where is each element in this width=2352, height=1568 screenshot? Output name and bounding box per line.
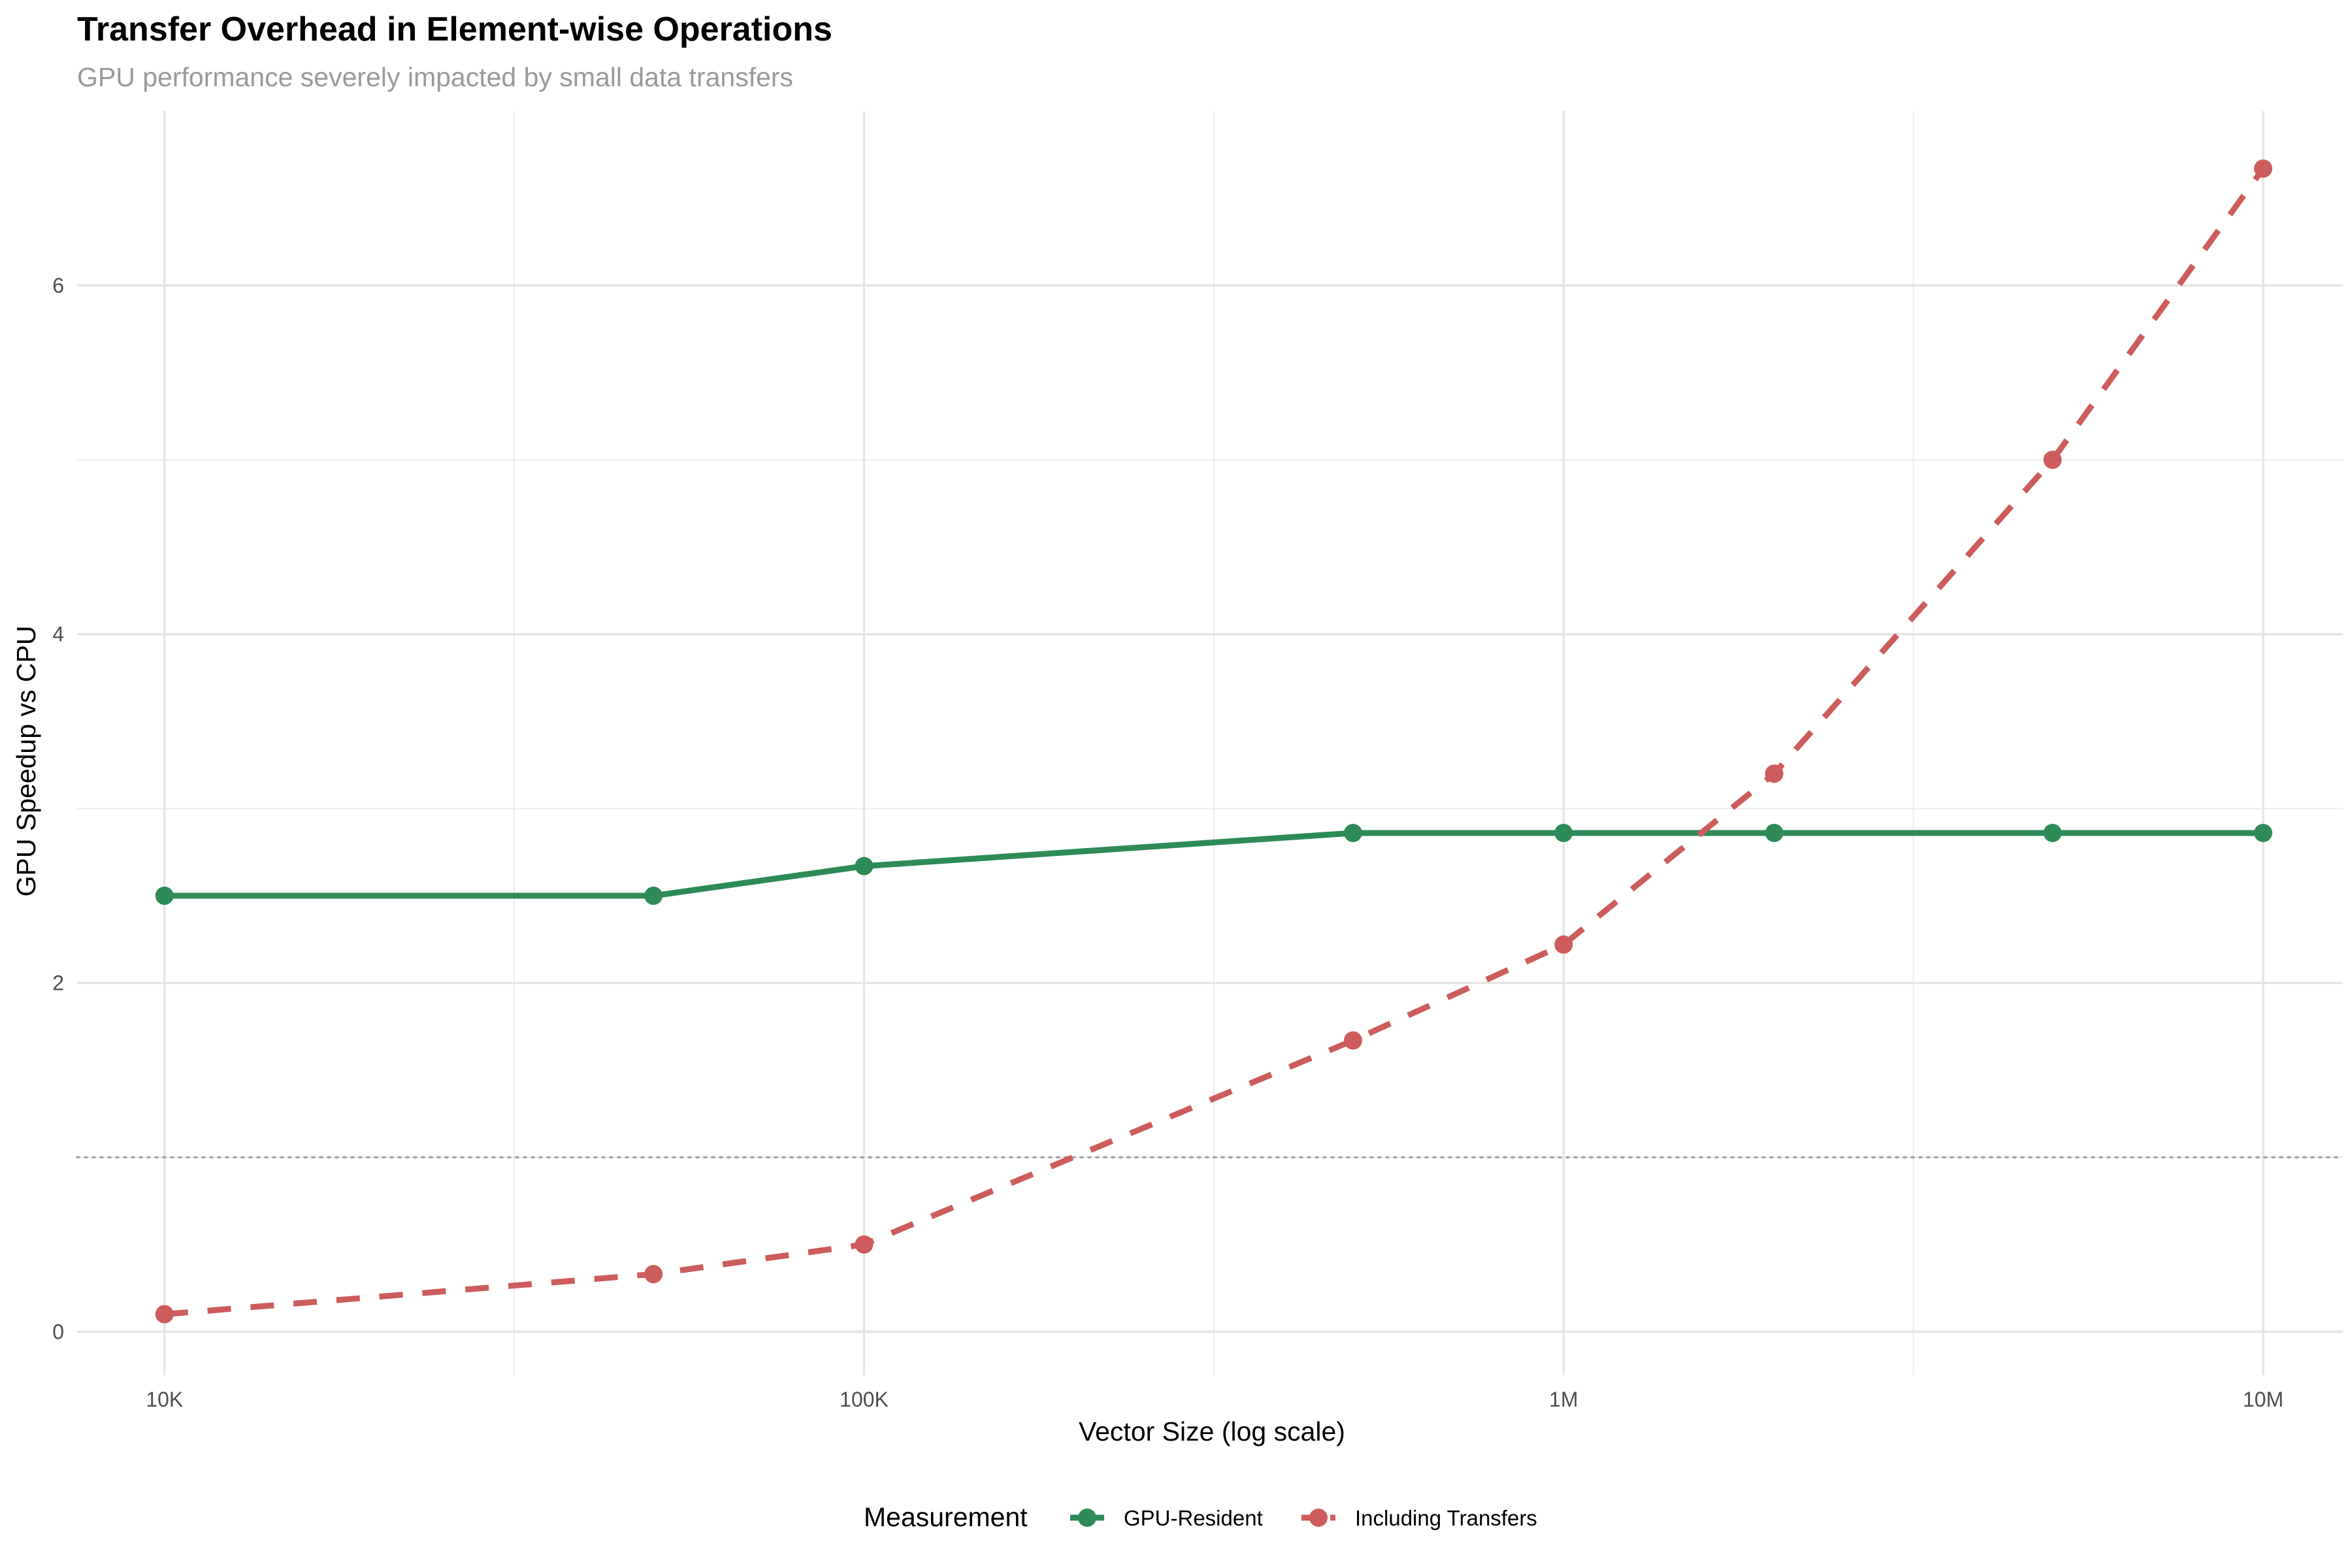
x-tick-label-2: 1M [1549,1388,1578,1411]
legend-title: Measurement [864,1502,1028,1532]
point-including-transfers-1 [644,1265,663,1284]
x-tick-labels: 10K 100K 1M 10M [146,1388,2283,1411]
legend-key-point-gpu-resident [1078,1509,1096,1527]
point-including-transfers-3 [1343,1031,1362,1050]
x-axis-label: Vector Size (log scale) [1079,1416,1345,1446]
legend-items: GPU-Resident Including Transfers [1070,1506,1537,1530]
point-gpu-resident-1 [644,887,663,906]
y-tick-label-2: 4 [52,623,64,646]
y-tick-label-3: 6 [52,274,64,297]
point-gpu-resident-7 [2253,823,2272,842]
legend-key-point-including-transfers [1309,1509,1328,1527]
point-including-transfers-6 [2043,450,2062,469]
y-axis-label: GPU Speedup vs CPU [11,626,41,897]
point-gpu-resident-4 [1554,823,1573,842]
point-gpu-resident-6 [2043,823,2062,842]
series-line-including-transfers [164,167,2266,1318]
chart-title: Transfer Overhead in Element-wise Operat… [77,10,832,48]
x-tick-label-0: 10K [146,1388,183,1411]
y-tick-label-0: 0 [52,1320,64,1343]
legend-label-including-transfers: Including Transfers [1355,1506,1537,1530]
series-layer [155,159,2272,1324]
point-gpu-resident-5 [1765,823,1784,842]
legend-label-gpu-resident: GPU-Resident [1124,1506,1263,1530]
point-including-transfers-2 [855,1235,874,1254]
x-tick-label-1: 100K [840,1388,889,1411]
point-including-transfers-0 [155,1305,174,1324]
major-gridlines [77,111,2343,1375]
series-line-gpu-resident [164,830,2263,899]
minor-gridlines [77,111,2343,1375]
y-tick-label-1: 2 [52,971,64,994]
point-gpu-resident-3 [1343,823,1362,842]
point-including-transfers-5 [1765,764,1784,783]
point-including-transfers-7 [2253,159,2272,178]
chart-subtitle: GPU performance severely impacted by sma… [77,62,793,92]
legend: Measurement GPU-Resident Including Transf… [864,1502,1537,1532]
point-gpu-resident-2 [855,857,874,875]
point-gpu-resident-0 [155,887,174,906]
x-tick-label-3: 10M [2243,1388,2283,1411]
point-including-transfers-4 [1554,935,1573,954]
y-tick-labels: 0 2 4 6 [52,274,64,1343]
